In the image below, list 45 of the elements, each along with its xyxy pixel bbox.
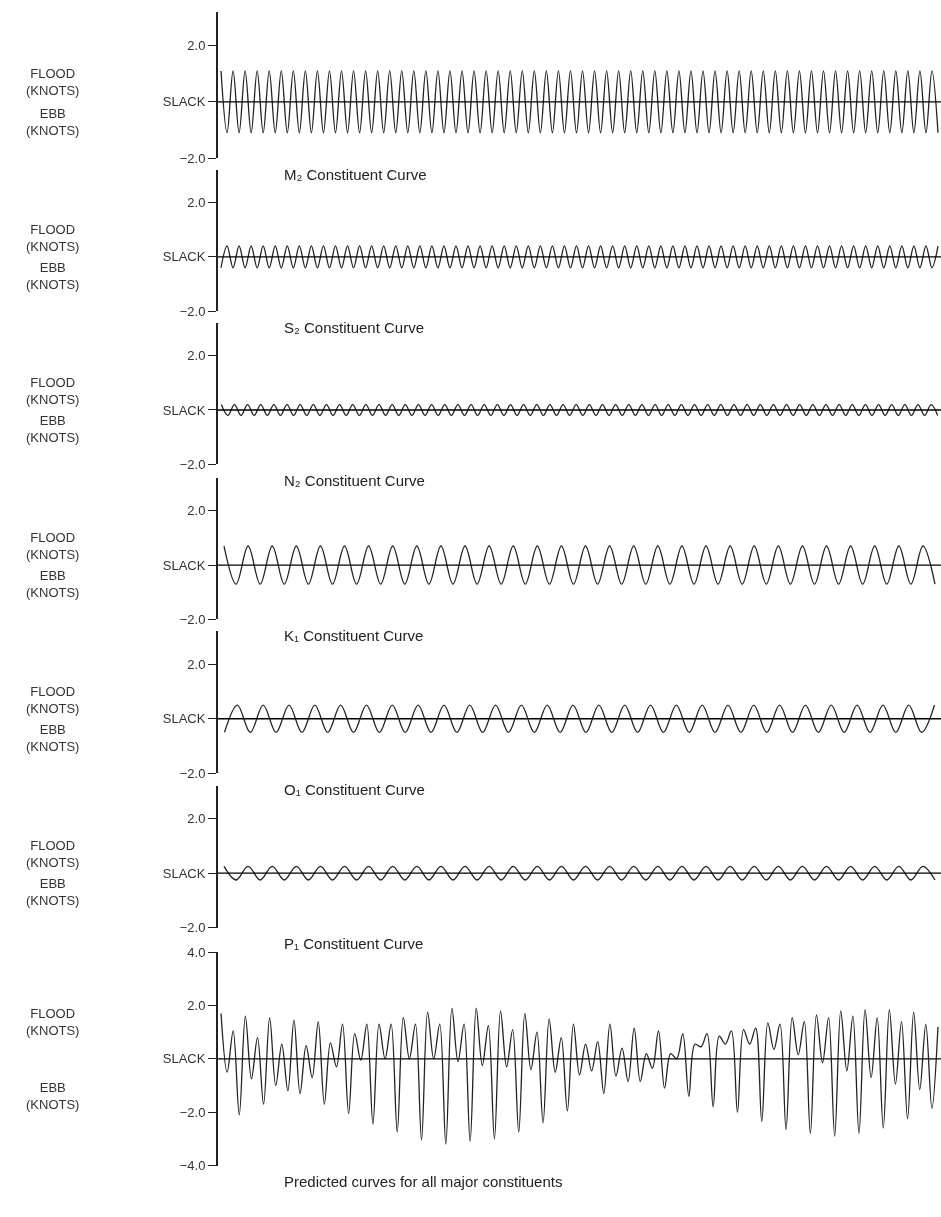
y-tick-label: SLACK <box>162 94 206 110</box>
text: FLOOD (KNOTS) <box>26 838 80 870</box>
text: FLOOD (KNOTS) <box>26 375 80 407</box>
text: M₂ Constituent Curve <box>284 166 427 183</box>
y-tick-label: SLACK <box>162 557 206 573</box>
y-tick-label: −2.0 <box>179 456 206 472</box>
text: K₁ Constituent Curve <box>284 627 424 644</box>
text: Predicted curves for all major constituents <box>284 1173 563 1190</box>
y-tick-label: 2.0 <box>187 811 206 827</box>
text: EBB (KNOTS) <box>26 413 80 445</box>
y-tick-label: −4.0 <box>179 1158 206 1174</box>
y-tick-label: −2.0 <box>179 920 206 936</box>
y-tick-label: 2.0 <box>187 656 206 672</box>
y-tick-label: SLACK <box>162 865 206 881</box>
y-tick-label: 2.0 <box>187 503 206 519</box>
text: EBB (KNOTS) <box>26 568 80 600</box>
text: N₂ Constituent Curve <box>284 472 425 489</box>
text: EBB (KNOTS) <box>26 876 80 908</box>
y-tick-label: SLACK <box>162 711 206 727</box>
text: EBB (KNOTS) <box>26 1080 80 1112</box>
line-series <box>220 1007 939 1145</box>
y-tick-label: 2.0 <box>187 195 206 211</box>
y-tick-label: 4.0 <box>187 944 206 960</box>
y-tick-label: 2.0 <box>187 348 206 364</box>
y-tick-label: −2.0 <box>179 611 206 627</box>
text: EBB (KNOTS) <box>26 722 80 754</box>
text: FLOOD (KNOTS) <box>26 222 80 254</box>
y-tick-label: −2.0 <box>179 1104 206 1120</box>
y-tick-label: 2.0 <box>187 38 206 54</box>
text: FLOOD (KNOTS) <box>26 66 80 98</box>
y-tick-label: −2.0 <box>179 150 206 166</box>
y-tick-label: SLACK <box>162 249 206 265</box>
text: EBB (KNOTS) <box>26 260 80 292</box>
y-tick-label: 2.0 <box>187 998 206 1014</box>
y-tick-label: SLACK <box>162 1051 206 1067</box>
text: FLOOD (KNOTS) <box>26 684 80 716</box>
y-tick-label: SLACK <box>162 402 206 418</box>
text: FLOOD (KNOTS) <box>26 530 80 562</box>
y-tick-label: −2.0 <box>179 303 206 319</box>
text: P₁ Constituent Curve <box>284 935 424 952</box>
text: EBB (KNOTS) <box>26 106 80 138</box>
text: O₁ Constituent Curve <box>284 781 425 798</box>
text: S₂ Constituent Curve <box>284 319 425 336</box>
text: FLOOD (KNOTS) <box>26 1006 80 1038</box>
y-tick-label: −2.0 <box>179 765 206 781</box>
